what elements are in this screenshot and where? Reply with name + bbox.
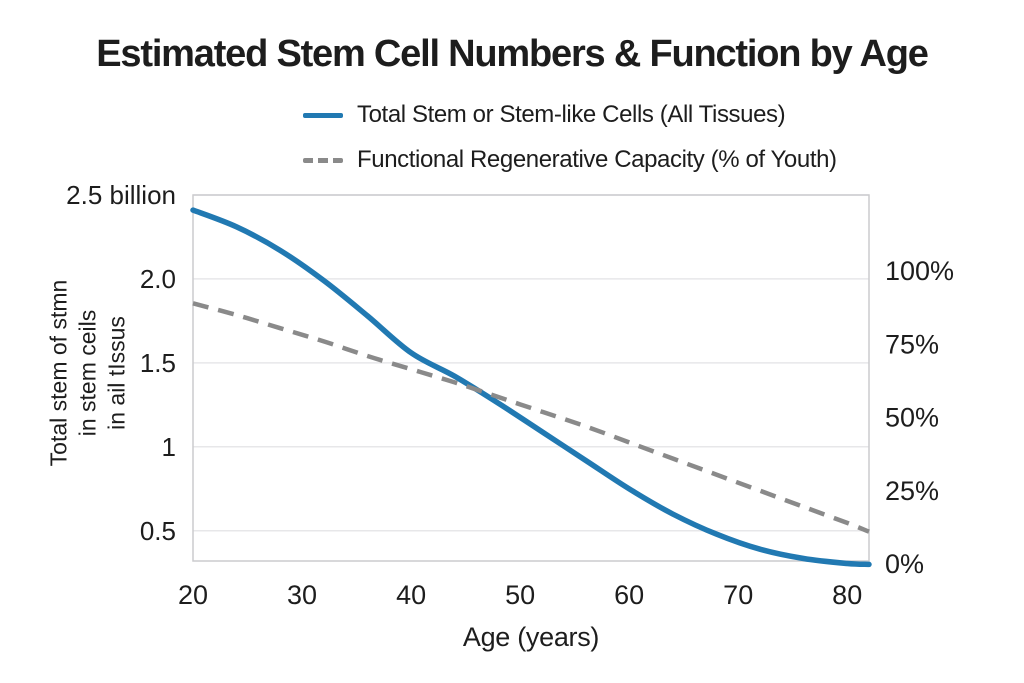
chart-title: Estimated Stem Cell Numbers & Function b…: [96, 33, 929, 75]
x-axis-title: Age (years): [462, 622, 600, 652]
legend-dashed-line-swatch: [303, 157, 343, 163]
legend-solid-line-swatch: [303, 112, 343, 118]
right-axis-tick-label: 100%: [885, 256, 954, 286]
left-axis-tick-label: 1.5: [140, 348, 176, 378]
x-axis-tick-label: 50: [505, 580, 535, 610]
legend-item: Functional Regenerative Capacity (% of Y…: [303, 142, 837, 178]
series-line-stem-cells: [190, 207, 872, 568]
legend-label: Functional Regenerative Capacity (% of Y…: [357, 146, 837, 173]
legend: Total Stem or Stem-like Cells (All Tissu…: [303, 97, 837, 178]
right-axis-tick-label: 50%: [885, 403, 939, 433]
y-axis-title-line-3: in ail tIssus: [103, 316, 130, 430]
plot-frame: [192, 194, 870, 562]
y-axis-title: Total stem of stmn in stem ceils in ail …: [45, 280, 132, 467]
x-axis-tick-label: 60: [614, 580, 644, 610]
right-axis-tick-label: 75%: [885, 329, 939, 359]
left-axis-tick-label: 1: [162, 432, 176, 462]
x-axis-tick-label: 30: [287, 580, 317, 610]
x-axis-tick-label: 40: [396, 580, 426, 610]
legend-item: Total Stem or Stem-like Cells (All Tissu…: [303, 97, 837, 133]
series-line-regenerative-capacity: [192, 301, 870, 534]
y-axis-title-line-1: Total stem of stmn: [45, 279, 72, 467]
left-axis-tick-label: 2.0: [140, 264, 176, 294]
legend-label: Total Stem or Stem-like Cells (All Tissu…: [357, 101, 786, 128]
right-axis-tick-label: 0%: [885, 549, 924, 579]
left-axis-tick-label: 2.5 billion: [66, 180, 176, 210]
x-axis-tick-label: 20: [178, 580, 208, 610]
y-axis-title-line-2: in stem ceils: [74, 309, 101, 437]
x-axis-tick-label: 80: [832, 580, 862, 610]
right-axis-tick-label: 25%: [885, 476, 939, 506]
x-axis-tick-label: 70: [723, 580, 753, 610]
left-axis-tick-label: 0.5: [140, 516, 176, 546]
